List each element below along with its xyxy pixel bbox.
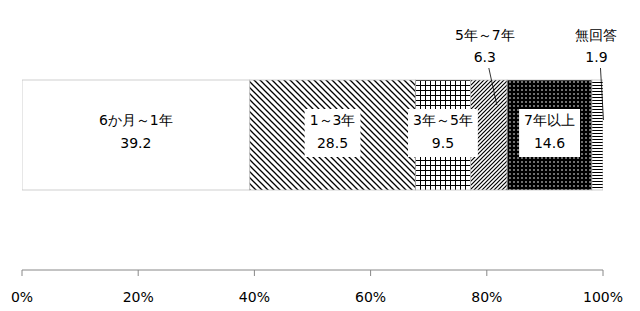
label-box bbox=[519, 109, 580, 157]
series-name: 3年～5年 bbox=[413, 112, 473, 128]
x-axis: 0% 20% 40% 60% 80% 100% bbox=[11, 270, 623, 305]
data-label: 3年～5年 9.5 bbox=[408, 109, 478, 157]
value-label: 1.9 bbox=[585, 49, 607, 65]
tick bbox=[486, 270, 487, 276]
data-label: 5年～7年 6.3 bbox=[455, 27, 515, 105]
data-label: 6か月～1年 39.2 bbox=[99, 112, 173, 151]
tick bbox=[22, 270, 23, 276]
value-label: 9.5 bbox=[432, 135, 454, 151]
series-name: 1～3年 bbox=[310, 112, 356, 128]
tick bbox=[370, 270, 371, 276]
bar-segment bbox=[250, 80, 416, 190]
series-name: 無回答 bbox=[575, 27, 617, 43]
tick bbox=[254, 270, 255, 276]
value-label: 6.3 bbox=[474, 49, 496, 65]
bar-segment bbox=[22, 80, 250, 190]
label-box-group bbox=[408, 109, 478, 157]
data-label: 無回答 1.9 bbox=[575, 27, 617, 120]
data-label: 7年以上 14.6 bbox=[519, 109, 580, 157]
label-box bbox=[408, 109, 478, 157]
bar-segment bbox=[507, 80, 592, 190]
value-label: 28.5 bbox=[317, 135, 348, 151]
tick-label: 20% bbox=[123, 289, 154, 305]
tick bbox=[138, 270, 139, 276]
label-box-group bbox=[305, 109, 361, 157]
tick-label: 60% bbox=[355, 289, 386, 305]
leader-line bbox=[489, 68, 497, 105]
tick-label: 80% bbox=[471, 289, 502, 305]
tick-label: 100% bbox=[583, 289, 623, 305]
chart: 6か月～1年 39.2 1～3年 28.5 3年～5年 9.5 5年～7年 6.3 7年以上 14… bbox=[0, 0, 640, 311]
value-label: 14.6 bbox=[534, 135, 565, 151]
label-box-group bbox=[519, 109, 580, 157]
labels: 6か月～1年 39.2 1～3年 28.5 3年～5年 9.5 5年～7年 6.3 7年以上 14… bbox=[99, 27, 618, 157]
label-box bbox=[305, 109, 361, 157]
leader-line bbox=[600, 68, 603, 120]
value-label: 39.2 bbox=[120, 135, 151, 151]
bar-segment bbox=[592, 80, 603, 190]
series-name: 7年以上 bbox=[524, 112, 575, 128]
tick bbox=[603, 270, 604, 276]
data-label: 1～3年 28.5 bbox=[305, 109, 361, 157]
bars bbox=[22, 80, 603, 190]
series-name: 5年～7年 bbox=[455, 27, 515, 43]
tick-label: 40% bbox=[239, 289, 270, 305]
tick-label: 0% bbox=[11, 289, 33, 305]
axis-line bbox=[22, 270, 603, 271]
series-name: 6か月～1年 bbox=[99, 112, 173, 128]
